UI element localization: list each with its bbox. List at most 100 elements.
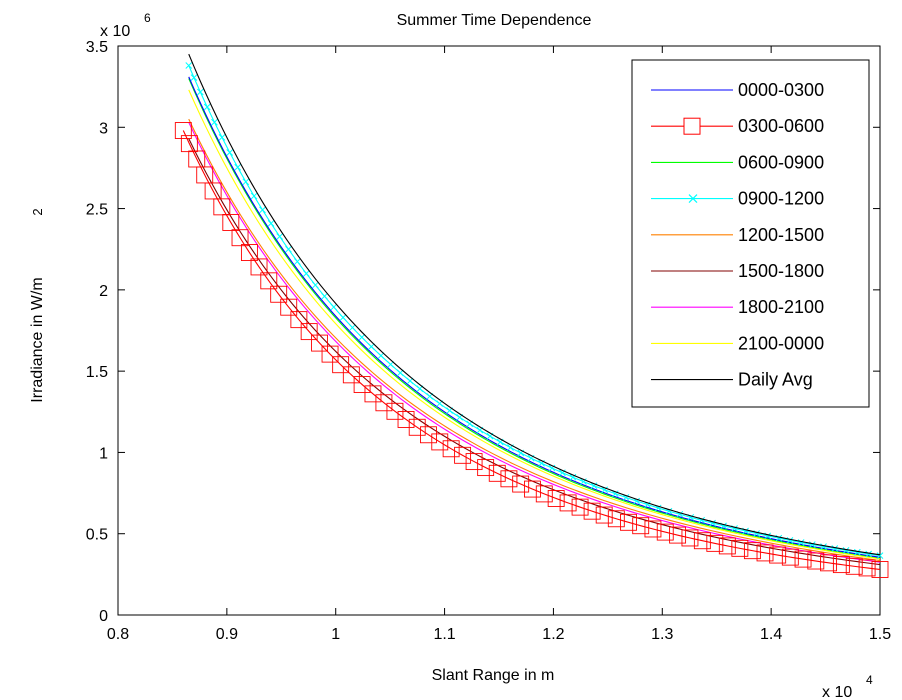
series-marker-x bbox=[234, 163, 242, 171]
series-1500-1800 bbox=[188, 138, 881, 566]
legend-item: 1500-1800 bbox=[651, 261, 824, 281]
x-tick-label: 0.9 bbox=[216, 626, 238, 643]
legend-label: 0900-1200 bbox=[738, 189, 824, 209]
y-axis-label-superscript: 2 bbox=[30, 208, 45, 215]
series-0900-1200 bbox=[185, 62, 884, 560]
series-line bbox=[182, 130, 881, 571]
series-marker-x bbox=[387, 361, 394, 368]
series-marker-x bbox=[203, 103, 211, 111]
series-marker-square bbox=[332, 356, 350, 374]
series-marker-x bbox=[312, 281, 319, 289]
legend-label: 1200-1500 bbox=[738, 225, 824, 245]
series-marker-square bbox=[342, 366, 360, 384]
y-tick-label: 2.5 bbox=[86, 202, 108, 219]
series-marker-x bbox=[601, 486, 608, 494]
series-2100-0000 bbox=[188, 89, 881, 560]
series-marker-x bbox=[358, 333, 366, 341]
series-line bbox=[188, 89, 881, 560]
series-marker-square bbox=[375, 394, 393, 412]
y-tick-label: 2 bbox=[99, 283, 108, 300]
x-tick-label: 1.1 bbox=[433, 626, 455, 643]
series-marker-square bbox=[488, 464, 506, 482]
x-tick-label: 1.5 bbox=[869, 626, 891, 643]
series-marker-square bbox=[669, 526, 687, 544]
series-marker-square bbox=[807, 552, 825, 570]
x-multiplier: x 10 4 bbox=[822, 673, 873, 700]
series-marker-x bbox=[820, 543, 827, 550]
series-marker-square bbox=[321, 345, 339, 363]
series-marker-x bbox=[211, 118, 218, 126]
series-marker-square bbox=[756, 544, 774, 562]
series-marker-square bbox=[559, 494, 577, 512]
y-axis-label: Irradiance in W/m bbox=[29, 277, 46, 402]
y-multiplier-exponent: 6 bbox=[144, 11, 151, 25]
series-marker-square bbox=[353, 376, 371, 394]
series-marker-square bbox=[632, 517, 650, 535]
series-marker-square bbox=[858, 559, 876, 577]
x-multiplier-exponent: 4 bbox=[866, 673, 873, 687]
series-marker-x bbox=[842, 547, 850, 554]
series-marker-square bbox=[718, 537, 736, 555]
series-marker-square bbox=[781, 548, 799, 566]
series-marker-square bbox=[174, 122, 192, 139]
legend-label: 2100-0000 bbox=[738, 333, 824, 353]
series-marker-x bbox=[285, 245, 292, 253]
legend-item: 0900-1200 bbox=[651, 189, 824, 209]
series-marker-square bbox=[280, 298, 298, 316]
series-marker-x bbox=[368, 343, 375, 351]
series-marker-square bbox=[213, 198, 231, 216]
series-line bbox=[188, 65, 881, 557]
x-tick-label: 0.8 bbox=[107, 626, 129, 643]
series-marker-x bbox=[321, 292, 328, 300]
series-marker-square bbox=[693, 532, 711, 550]
series-marker-square bbox=[832, 556, 850, 574]
series-marker-x bbox=[876, 552, 884, 560]
series-marker-square bbox=[270, 285, 288, 303]
y-multiplier-label: x 10 bbox=[100, 23, 130, 40]
series-marker-square bbox=[871, 561, 889, 578]
series-marker-square bbox=[500, 470, 518, 488]
series-layer bbox=[174, 53, 889, 578]
series-marker-x bbox=[276, 233, 284, 240]
series-marker-square bbox=[644, 520, 662, 538]
series-marker-square bbox=[260, 272, 278, 290]
series-marker-x bbox=[580, 478, 587, 485]
series-marker-square bbox=[222, 214, 240, 231]
series-marker-square bbox=[595, 506, 613, 524]
series-marker-square bbox=[311, 334, 329, 352]
series-marker-square bbox=[820, 554, 838, 572]
series-marker-x bbox=[808, 541, 816, 548]
y-tick-label: 3.5 bbox=[86, 39, 108, 56]
series-marker-square bbox=[769, 546, 787, 564]
series-marker-x bbox=[797, 539, 805, 546]
series-marker-square bbox=[477, 459, 495, 477]
series-Daily Avg bbox=[188, 53, 881, 556]
series-line bbox=[188, 118, 881, 562]
series-marker-square bbox=[620, 513, 637, 531]
series-0300-0600 bbox=[174, 122, 889, 578]
series-marker-x bbox=[339, 314, 347, 321]
series-marker-x bbox=[349, 324, 356, 331]
series-marker-x bbox=[853, 548, 861, 556]
legend-item: 1200-1500 bbox=[651, 225, 824, 245]
x-tick-label: 1.2 bbox=[542, 626, 564, 643]
legend-label: Daily Avg bbox=[738, 370, 813, 390]
series-marker-x bbox=[293, 258, 301, 265]
series-line bbox=[188, 138, 881, 566]
legend-item: 0300-0600 bbox=[651, 116, 824, 136]
series-marker-square bbox=[442, 440, 460, 458]
legend-item: 0000-0300 bbox=[651, 80, 824, 100]
legend-swatch-marker bbox=[688, 194, 698, 204]
series-marker-square bbox=[420, 426, 437, 444]
series-1800-2100 bbox=[188, 122, 881, 563]
series-marker-square bbox=[845, 557, 863, 575]
series-marker-x bbox=[185, 62, 193, 69]
series-marker-square bbox=[290, 311, 308, 329]
series-marker-x bbox=[259, 206, 266, 214]
y-multiplier: x 10 6 bbox=[100, 11, 151, 40]
series-marker-square bbox=[547, 490, 565, 507]
series-marker-square bbox=[571, 498, 589, 516]
series-marker-x bbox=[330, 303, 338, 311]
x-tick-label: 1 bbox=[331, 626, 340, 643]
legend-label: 0000-0300 bbox=[738, 80, 824, 100]
